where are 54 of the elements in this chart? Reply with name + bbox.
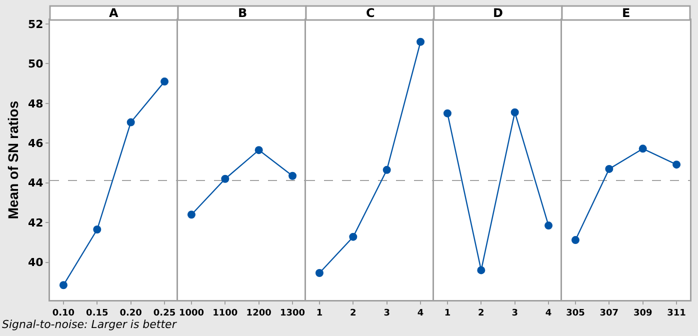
x-tick-label: 0.25 (153, 308, 176, 318)
point (416, 38, 425, 46)
chart-title: E (622, 6, 630, 20)
x-tick-label: 305 (566, 308, 585, 318)
x-tick-label: 1 (316, 308, 323, 318)
x-tick-label: 1 (444, 308, 451, 318)
x-tick-label: 1100 (212, 308, 238, 318)
point (382, 166, 391, 174)
point (126, 118, 135, 126)
x-tick-label: 1300 (280, 308, 306, 318)
x-tick-label: 3 (512, 308, 518, 318)
point (510, 108, 519, 116)
point (315, 268, 324, 277)
y-axis-title: Mean of SN ratios (4, 100, 21, 220)
point (605, 164, 614, 173)
x-tick-label: 0.20 (120, 308, 142, 318)
x-tick-label: 309 (633, 308, 652, 318)
x-tick-label: 311 (667, 308, 686, 318)
point (160, 78, 169, 86)
point (638, 144, 647, 153)
x-tick-label: 3 (384, 308, 390, 318)
x-tick-label: 4 (545, 308, 552, 318)
x-tick-label: 1000 (178, 308, 204, 318)
point (221, 174, 230, 183)
y-tick-label: 48 (28, 97, 44, 110)
chart-title: B (238, 6, 248, 20)
x-tick-label: 4 (417, 308, 424, 318)
point (59, 281, 68, 290)
point (93, 226, 102, 234)
y-tick-label: 44 (28, 176, 44, 190)
point (544, 222, 553, 230)
point (672, 160, 681, 169)
y-tick-label: 42 (28, 216, 44, 230)
point (349, 232, 358, 241)
x-tick-label: 2 (478, 308, 484, 318)
point (187, 210, 196, 219)
x-tick-label: 1200 (246, 308, 272, 318)
chart-title: C (366, 6, 375, 20)
x-tick-label: 0.15 (86, 308, 108, 318)
point (254, 146, 263, 154)
y-tick-label: 52 (28, 18, 44, 31)
y-tick-label: 40 (28, 256, 44, 270)
chart-title: D (493, 6, 503, 20)
chart-title: A (109, 6, 119, 20)
text: Signal-to-noise: Larger is better (2, 318, 176, 331)
point (443, 109, 452, 118)
x-tick-label: 307 (600, 308, 619, 318)
point (477, 266, 486, 274)
y-tick-label: 50 (28, 58, 44, 71)
x-tick-label: 0.10 (52, 308, 75, 318)
x-tick-label: 2 (350, 308, 356, 318)
y-tick-label: 46 (28, 136, 44, 150)
point (571, 236, 580, 244)
point (288, 172, 297, 180)
